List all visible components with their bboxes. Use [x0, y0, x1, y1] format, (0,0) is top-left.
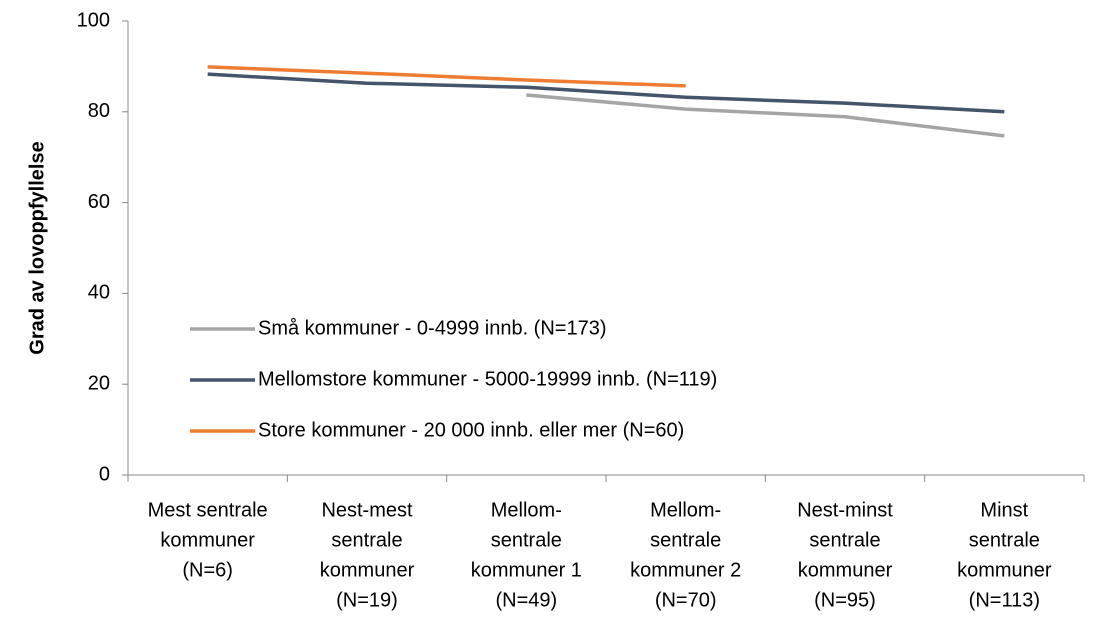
x-tick-label: sentrale — [969, 529, 1040, 551]
y-tick-label: 40 — [88, 282, 110, 304]
x-tick-label: Nest-mest — [321, 499, 413, 521]
x-tick-label: sentrale — [331, 529, 402, 551]
x-tick-label: sentrale — [650, 529, 721, 551]
x-tick-label: (N=19) — [336, 589, 398, 611]
x-tick-label: kommuner — [798, 559, 893, 581]
x-tick-label: Mest sentrale — [148, 499, 268, 521]
x-tick-label: (N=70) — [655, 589, 717, 611]
x-tick-label: kommuner — [160, 529, 255, 551]
x-tick-label: (N=6) — [182, 559, 233, 581]
y-tick-label: 80 — [88, 100, 110, 122]
legend-label: Store kommuner - 20 000 innb. eller mer … — [258, 419, 684, 441]
y-tick-label: 100 — [77, 9, 110, 31]
x-tick-label: Mellom- — [650, 499, 721, 521]
y-tick-label: 20 — [88, 372, 110, 394]
x-tick-label: sentrale — [491, 529, 562, 551]
x-tick-label: Mellom- — [491, 499, 562, 521]
series-line — [207, 65, 686, 88]
y-tick-label: 60 — [88, 191, 110, 213]
x-tick-label: kommuner — [957, 559, 1052, 581]
series-line — [207, 72, 1005, 114]
x-tick-label: (N=49) — [495, 589, 557, 611]
x-tick-label: Minst — [980, 499, 1028, 521]
y-axis-label: Grad av lovoppfyllelse — [26, 141, 48, 354]
y-tick-label: 0 — [99, 463, 110, 485]
legend-label: Mellomstore kommuner - 5000-19999 innb. … — [258, 368, 717, 390]
x-tick-label: (N=113) — [969, 589, 1040, 611]
x-tick-label: kommuner 2 — [630, 559, 741, 581]
x-tick-label: kommuner — [320, 559, 415, 581]
series-line — [526, 93, 1005, 138]
x-tick-label: sentrale — [809, 529, 880, 551]
x-tick-label: kommuner 1 — [471, 559, 582, 581]
x-tick-label: (N=95) — [814, 589, 876, 611]
legend-label: Små kommuner - 0-4999 innb. (N=173) — [258, 317, 607, 339]
x-tick-label: Nest-minst — [797, 499, 893, 521]
